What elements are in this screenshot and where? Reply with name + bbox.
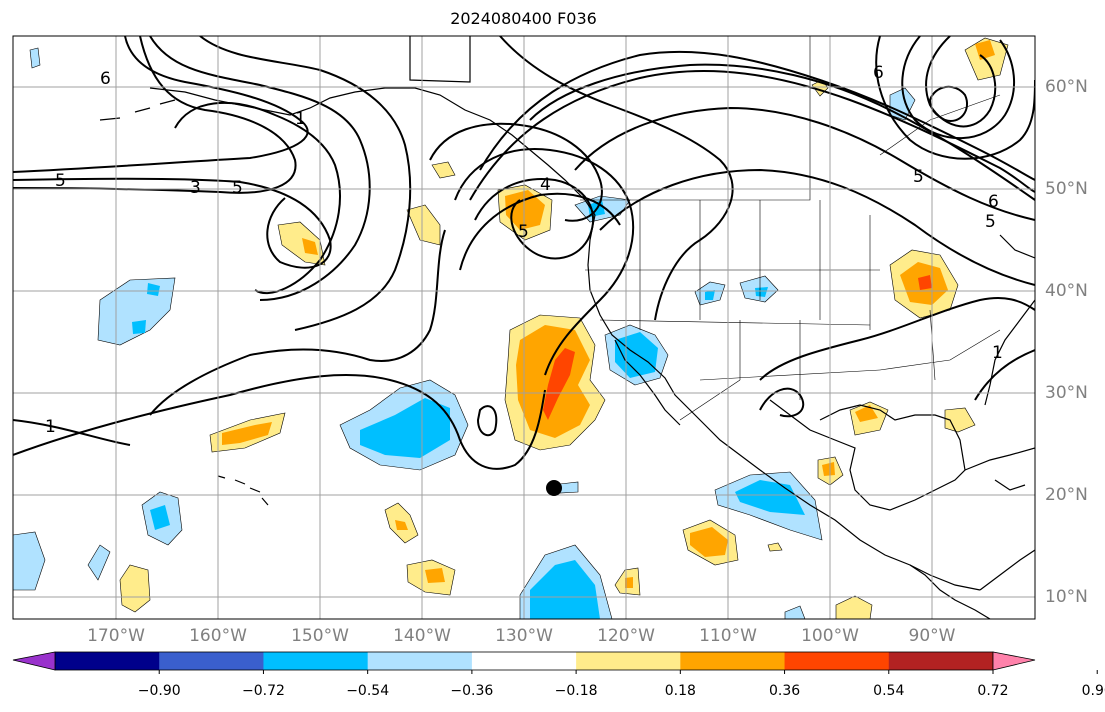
coastlines — [99, 36, 1035, 619]
colorbar-tick-label: −0.18 — [554, 683, 598, 699]
colorbar-tick-label: 0.18 — [664, 683, 696, 699]
contour-label: 5 — [232, 178, 243, 198]
lat-label: 40°N — [1045, 281, 1088, 301]
graticule — [13, 36, 1035, 619]
contour-label: 6 — [100, 69, 111, 89]
contour-label: 5 — [985, 212, 996, 232]
contour-label: 6 — [873, 63, 884, 83]
contour-label: 6 — [988, 192, 999, 212]
contour-label: 5 — [518, 222, 529, 242]
colorbar-tick-label: 0.36 — [768, 683, 801, 699]
colorbar-tick-label: 0.72 — [977, 683, 1009, 699]
colorbar-tick-label: 0.90 — [1081, 683, 1105, 699]
state-borders — [580, 36, 1001, 421]
colorbar-tick-label: 0.54 — [873, 683, 905, 699]
storm-center-marker — [546, 480, 562, 496]
map-title: 2024080400 F036 — [450, 9, 597, 28]
lat-label: 10°N — [1045, 587, 1088, 607]
lon-label: 160°W — [189, 626, 247, 646]
contour-label: 3 — [190, 178, 201, 198]
lat-label: 50°N — [1045, 179, 1088, 199]
contour-label: 5 — [55, 171, 66, 191]
lon-label: 110°W — [699, 626, 757, 646]
lon-label: 130°W — [495, 626, 553, 646]
lon-label: 120°W — [597, 626, 655, 646]
lat-label: 60°N — [1045, 77, 1088, 97]
colorbar-tick-label: −0.54 — [346, 683, 390, 699]
lon-label: 90°W — [908, 626, 956, 646]
lon-label: 140°W — [393, 626, 451, 646]
contour-label: 1 — [45, 417, 56, 437]
contour-label: 1 — [295, 109, 306, 129]
contour-label: 4 — [540, 175, 551, 195]
lon-label: 100°W — [801, 626, 859, 646]
colorbar-tick-label: −0.90 — [137, 683, 181, 699]
map-frame — [12, 35, 1036, 620]
colorbar-tick-label: −0.72 — [241, 683, 285, 699]
lon-label: 170°W — [87, 626, 145, 646]
lat-label: 20°N — [1045, 485, 1088, 505]
lat-label: 30°N — [1045, 383, 1088, 403]
colorbar-tick-label: −0.36 — [450, 683, 494, 699]
contour-label: 5 — [913, 167, 924, 187]
lon-label: 150°W — [291, 626, 349, 646]
contour-label: 1 — [992, 343, 1003, 363]
